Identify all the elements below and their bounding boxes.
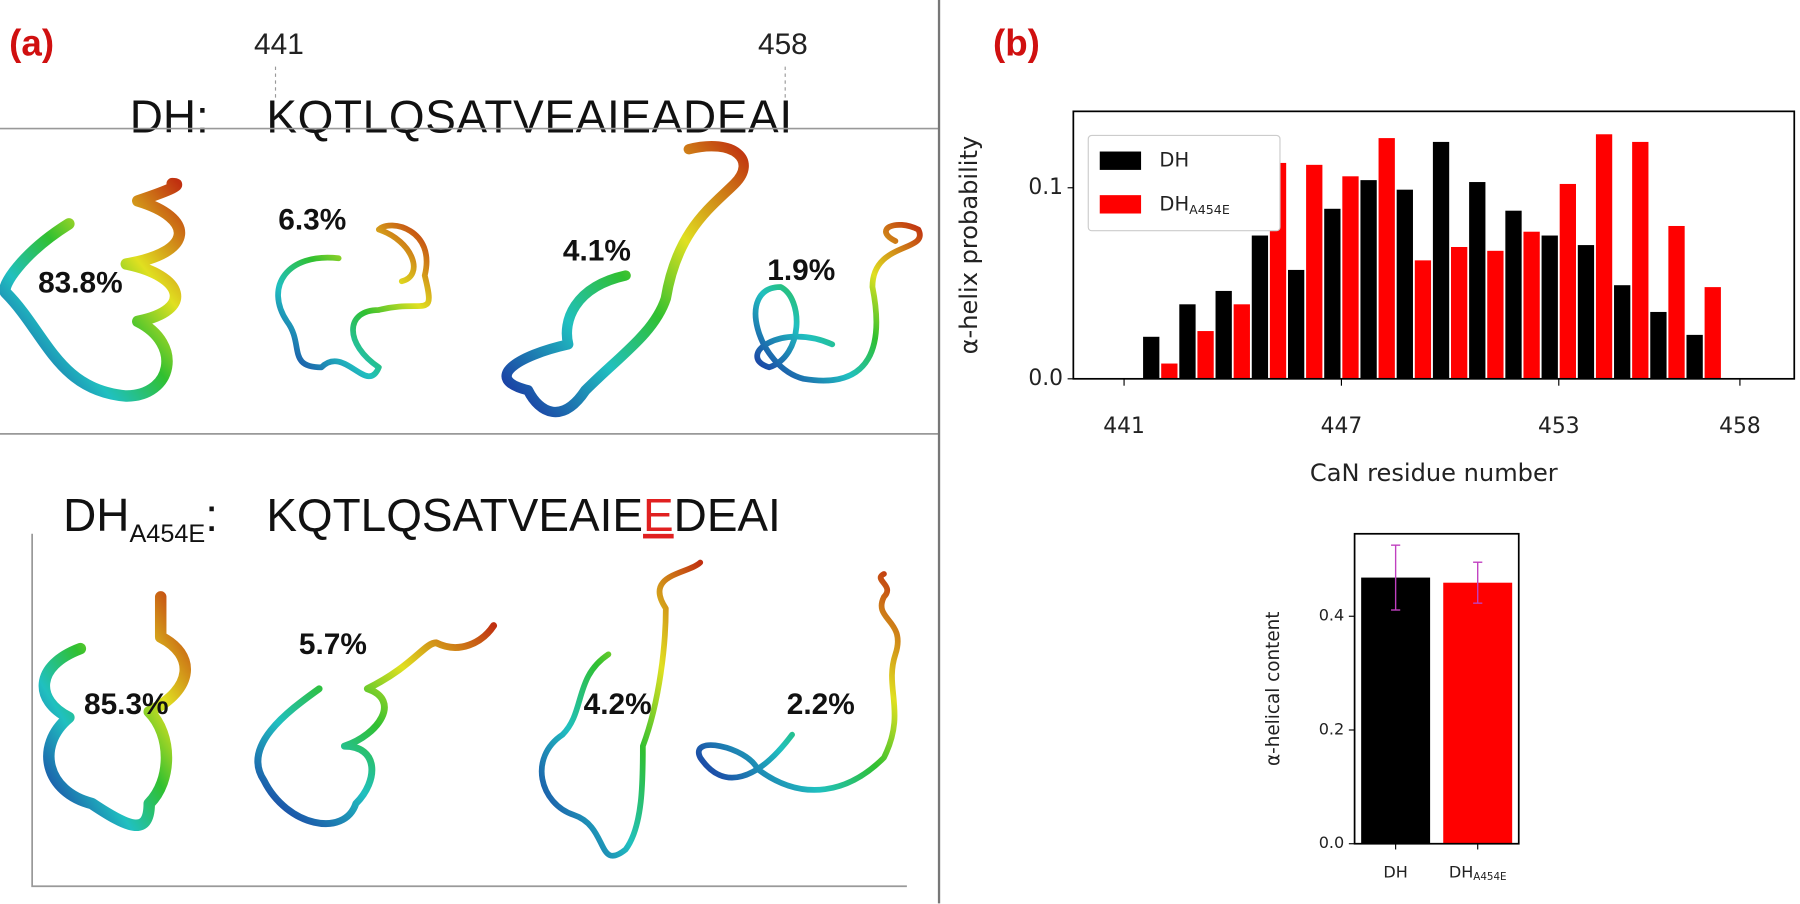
x-axis-label: CaN residue number [1310,459,1558,487]
y-axis-label: α-helical content [1263,612,1284,766]
sequence: KQTLQSATVEAIEEDEAI [266,489,781,541]
bar [1704,287,1721,379]
bar [1487,250,1504,379]
axes-frame [1072,110,1796,380]
population: 1.9% [767,254,835,287]
sequence: KQTLQSATVEAIEADEAI [266,91,792,143]
legend-subscript: A454E [1189,202,1230,217]
legend-label: DHA454E [1159,192,1229,217]
legend-label: DH [1159,148,1189,171]
bar [1378,138,1395,379]
population: 5.7% [299,628,367,661]
panel-label: (b) [993,23,1040,64]
x-tick-label: DHA454E [1449,862,1507,883]
population: 4.1% [563,234,631,267]
position-label: 441 [254,28,304,61]
bar [1342,176,1359,379]
bar [1577,245,1595,379]
bar [1360,180,1377,379]
structure [275,222,432,379]
structure [501,141,749,417]
y-tick-label: 0.2 [1319,719,1345,738]
category-subscript: A454E [1473,871,1506,883]
bar [1541,235,1558,379]
frame [31,533,907,888]
bar [1306,164,1323,379]
population: 4.2% [584,688,652,721]
population: 2.2% [787,688,855,721]
population: 6.3% [278,203,346,236]
population: 85.3% [84,688,169,721]
bar [1523,231,1540,379]
bar [1668,225,1685,379]
legend-name: DH [1159,192,1189,215]
bar [1179,304,1196,379]
x-tick-label: 453 [1538,414,1580,439]
bar [1287,269,1305,379]
bar [1632,141,1649,379]
colon: : [205,489,218,541]
x-tick-label: 447 [1321,414,1363,439]
bar [1414,260,1432,379]
bar [1505,210,1522,379]
category: DH [1449,862,1473,881]
peptide-name: DHA454E: [63,489,218,548]
bar [1143,336,1160,379]
axes-frame [1353,532,1520,845]
bar [1559,183,1576,379]
x-tick-label: 441 [1103,414,1145,439]
legend-swatch [1099,195,1142,214]
y-tick-label: 0.0 [1319,833,1345,852]
bar [1469,182,1486,379]
position-label: 458 [758,28,808,61]
bar [1614,285,1631,379]
structures [0,141,923,859]
bar [1324,208,1341,379]
bar [1361,577,1431,844]
population: 83.8% [38,267,123,300]
structure [538,559,704,859]
bar [1197,331,1214,379]
name: DH [63,489,129,541]
bar [1396,189,1413,379]
structure [0,177,186,402]
sequence-part: KQTLQSATVEAIE [266,489,643,541]
subscript: A454E [129,520,205,548]
legend-swatch [1099,151,1142,170]
y-tick-label: 0.0 [1028,366,1063,391]
panel-label: (a) [9,23,54,64]
bar [1451,246,1468,379]
peptide-name: DH: [130,91,209,143]
sequence-part: DEAI [674,489,781,541]
y-tick-label: 0.1 [1028,175,1063,200]
bar [1161,363,1178,379]
x-tick-label: 458 [1719,414,1761,439]
y-tick-label: 0.4 [1319,606,1345,625]
bar [1443,582,1513,844]
bar [1432,141,1450,379]
structure [695,571,901,793]
category: DH [1383,862,1407,881]
y-axis-label: α-helix probability [955,136,983,355]
legend-name: DH [1159,148,1189,171]
mutation: E [643,489,674,541]
bar [1251,235,1269,379]
bar [1233,304,1250,379]
bar [1650,311,1667,379]
structure [254,622,498,828]
structure [38,591,191,831]
bar [1595,134,1613,379]
bar [1686,334,1703,379]
bar [1215,290,1232,379]
structure [752,222,923,384]
error-bar [1391,544,1401,611]
error-bar [1473,561,1483,604]
x-tick-label: DH [1383,862,1407,881]
